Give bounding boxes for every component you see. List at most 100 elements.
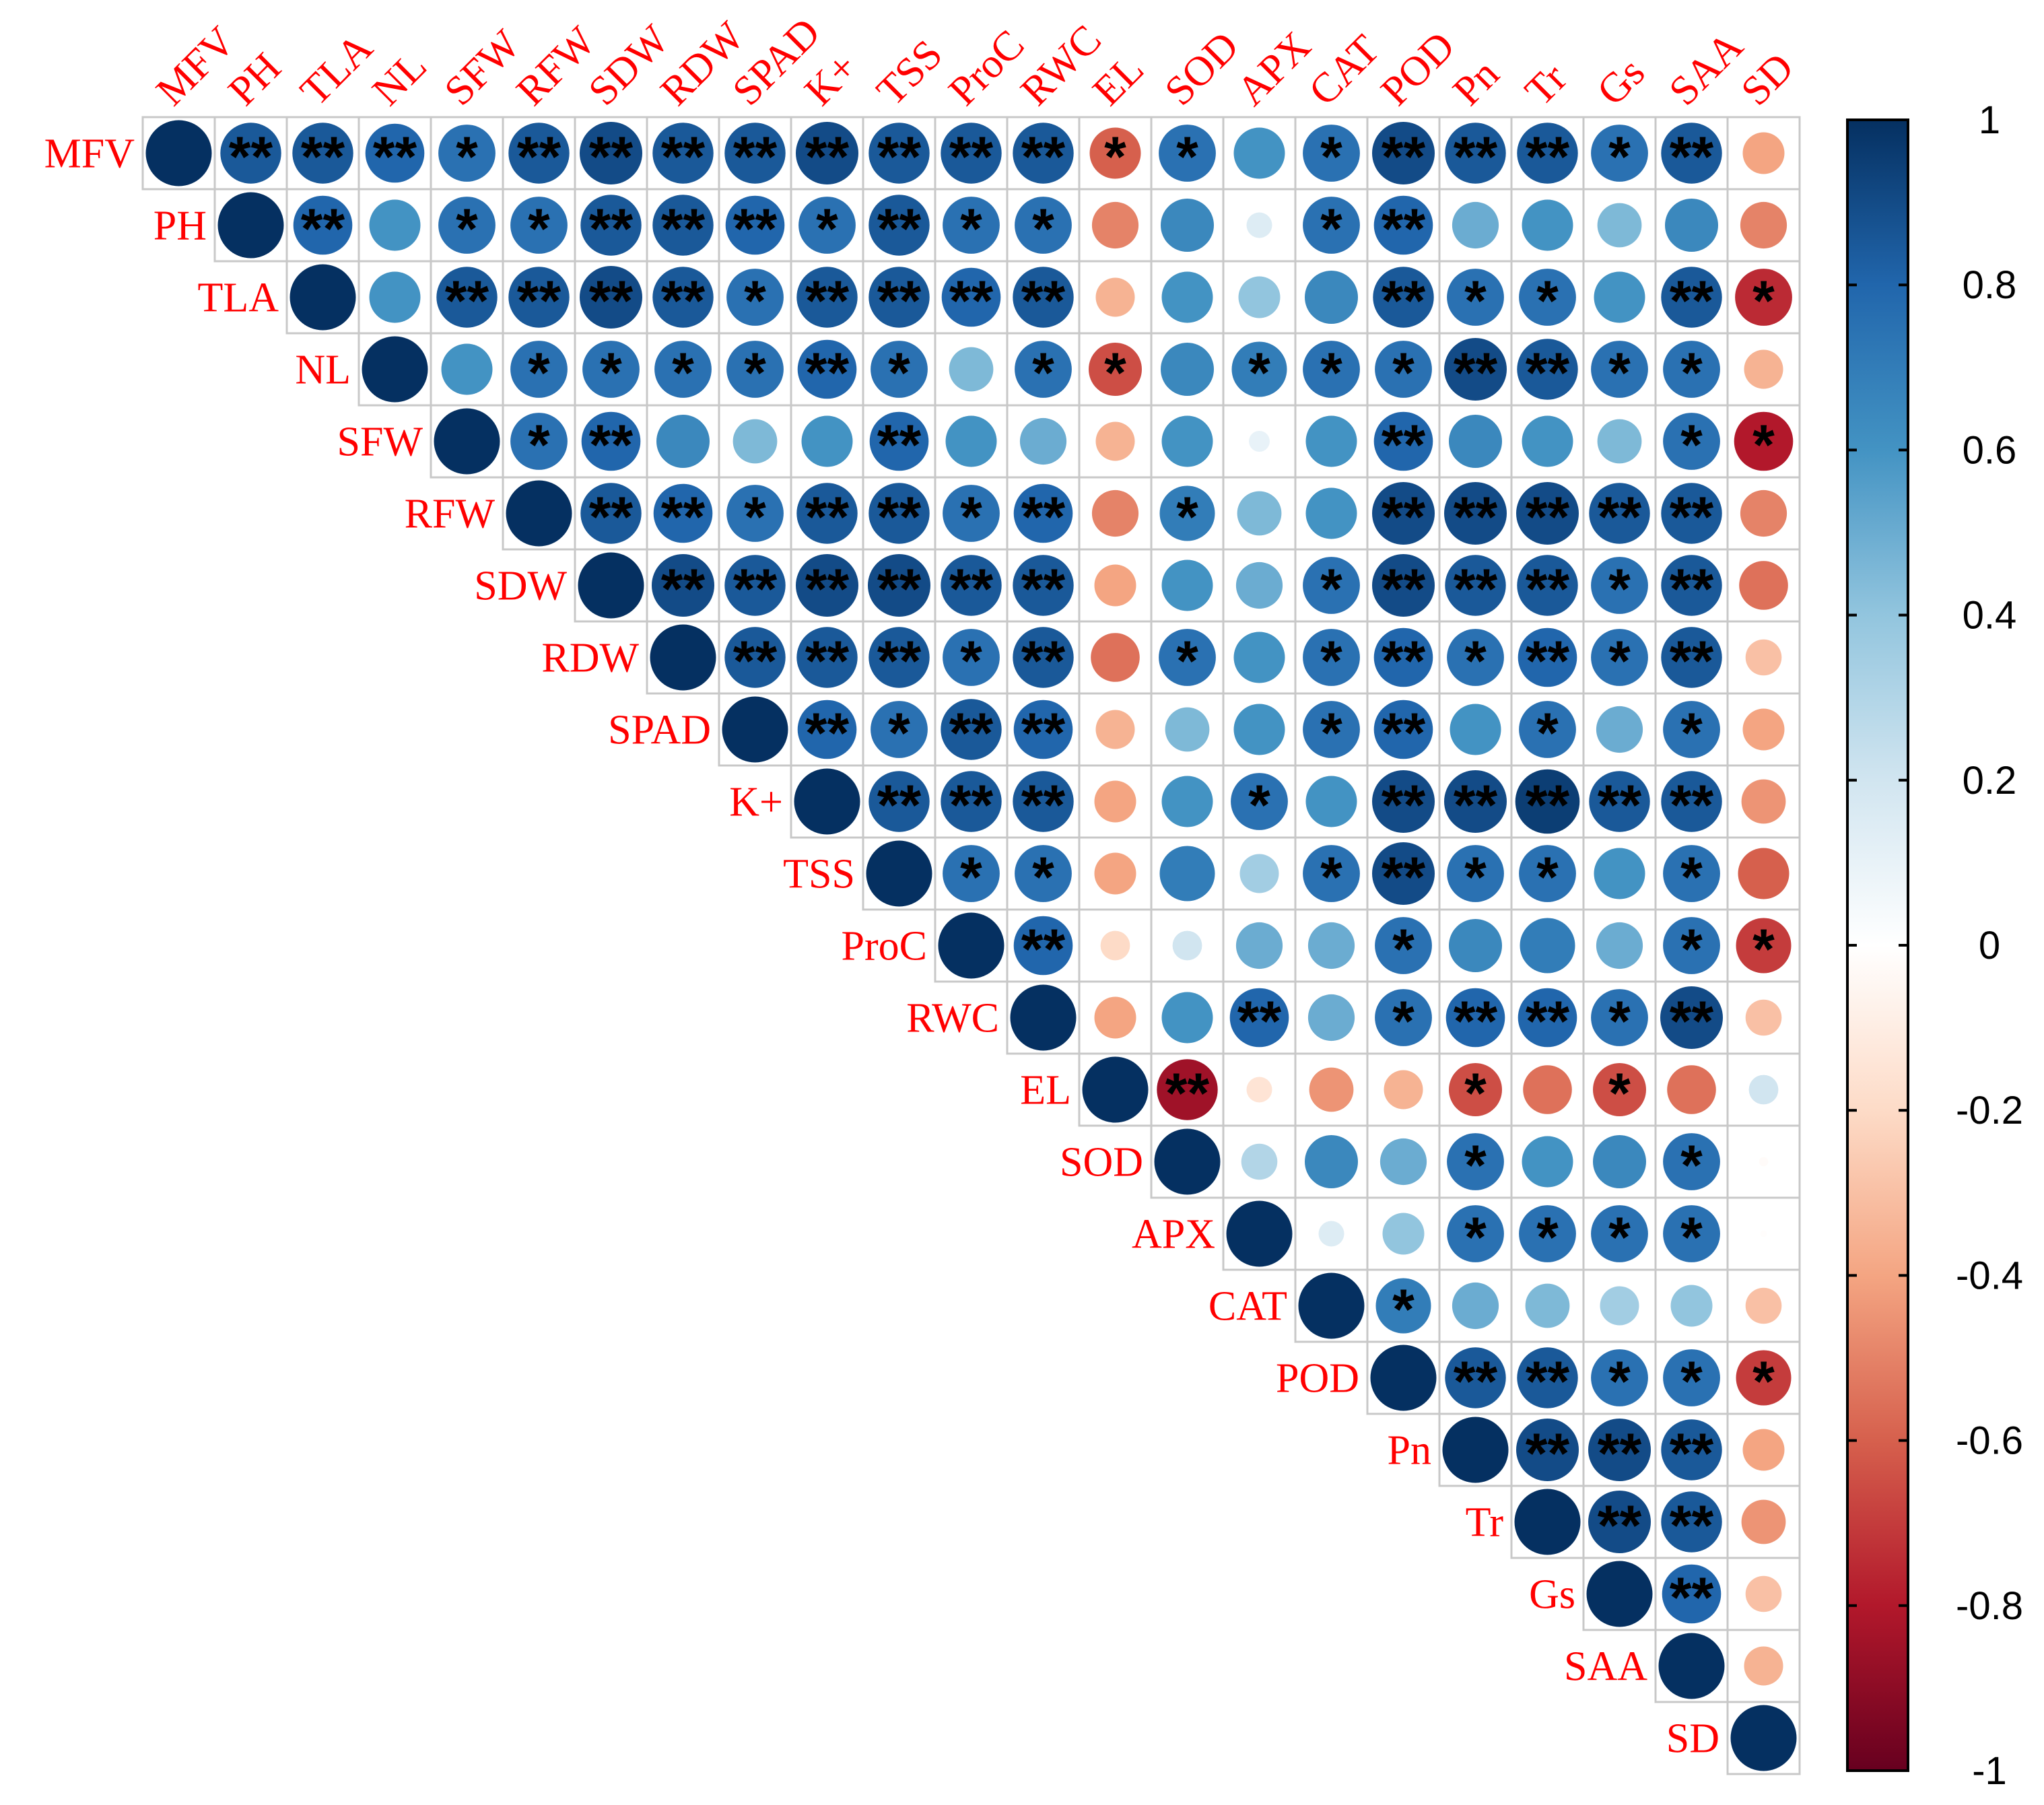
corr-circle-TLA-Gs bbox=[1594, 271, 1645, 323]
corr-circle-SDW-Pn bbox=[1445, 555, 1506, 616]
significance-mark: ** bbox=[373, 125, 417, 189]
corr-circle-TSS-EL bbox=[1094, 852, 1136, 895]
corr-circle-PH-CAT bbox=[1303, 197, 1360, 254]
corr-circle-MFV-SD bbox=[1742, 132, 1785, 174]
significance-mark: ** bbox=[1670, 485, 1714, 549]
colorbar-tick-label: -0.4 bbox=[1956, 1254, 2023, 1297]
significance-mark: * bbox=[960, 197, 982, 261]
corr-circle-K+-POD bbox=[1372, 770, 1435, 833]
corr-circle-NL-SDW bbox=[582, 341, 640, 398]
corr-circle-PH-NL bbox=[369, 199, 421, 251]
corr-circle-POD-SAA bbox=[1663, 1349, 1720, 1406]
column-label-SOD: SOD bbox=[1156, 23, 1248, 114]
colorbar: 1 0.8 0.6 0.4 0.2 0 -0.2 -0.4 -0.6 -0.8 -1 bbox=[1846, 98, 2023, 1793]
corr-circle-SPAD-SAA bbox=[1663, 701, 1720, 758]
corr-circle-RWC-APX bbox=[1229, 988, 1289, 1048]
corr-circle-SFW-SOD bbox=[1161, 415, 1213, 467]
colorbar-tick-label: 0.6 bbox=[1963, 428, 2017, 472]
colorbar-tick-label: -0.2 bbox=[1956, 1089, 2023, 1132]
corr-circle-MFV-ProC bbox=[941, 123, 1002, 184]
corr-circle-PH-SD bbox=[1740, 201, 1787, 249]
corr-circle-K+-Tr bbox=[1515, 769, 1580, 834]
significance-mark: * bbox=[1464, 1134, 1487, 1197]
corr-circle-TLA-RFW bbox=[508, 267, 570, 328]
corr-circle-RWC-EL bbox=[1094, 996, 1136, 1039]
significance-mark: * bbox=[1752, 413, 1775, 477]
significance-mark: ** bbox=[1382, 125, 1426, 189]
corr-circle-SDW-TSS bbox=[868, 554, 930, 617]
corr-circle-EL-Gs bbox=[1593, 1063, 1646, 1116]
corr-circle-NL-POD bbox=[1375, 341, 1432, 398]
row-label-SOD: SOD bbox=[1060, 1140, 1143, 1186]
corr-circle-SD-SD bbox=[1730, 1705, 1797, 1771]
significance-mark: * bbox=[1608, 125, 1631, 189]
significance-mark: ** bbox=[1021, 125, 1066, 189]
corr-circle-SPAD-SD bbox=[1742, 708, 1785, 751]
significance-mark: ** bbox=[661, 125, 706, 189]
significance-mark: ** bbox=[1598, 774, 1642, 837]
corr-circle-MFV-RDW bbox=[652, 123, 714, 184]
corr-circle-ProC-POD bbox=[1375, 917, 1432, 974]
column-label-ProC: ProC bbox=[940, 22, 1033, 114]
corr-circle-NL-APX bbox=[1231, 341, 1287, 397]
row-label-RWC: RWC bbox=[906, 996, 999, 1042]
significance-mark: ** bbox=[301, 197, 345, 261]
significance-mark: * bbox=[1320, 702, 1342, 765]
significance-mark: ** bbox=[733, 197, 778, 261]
significance-mark: * bbox=[1320, 846, 1342, 909]
significance-mark: * bbox=[1392, 341, 1415, 405]
corr-circle-PH-TSS bbox=[868, 195, 930, 256]
corr-circle-RDW-APX bbox=[1233, 632, 1285, 683]
column-label-MFV: MFV bbox=[147, 18, 244, 114]
significance-mark: ** bbox=[1526, 485, 1570, 549]
significance-mark: ** bbox=[1670, 629, 1714, 693]
corr-circle-K+-TSS bbox=[868, 771, 930, 832]
significance-mark: ** bbox=[1670, 125, 1714, 189]
significance-mark: ** bbox=[1526, 1422, 1570, 1485]
corr-circle-EL-POD bbox=[1384, 1070, 1423, 1110]
significance-mark: ** bbox=[589, 413, 634, 477]
significance-mark: ** bbox=[517, 125, 561, 189]
significance-mark: * bbox=[1608, 341, 1631, 405]
corr-circle-MFV-TSS bbox=[868, 123, 930, 184]
corr-circle-SOD-SD bbox=[1759, 1157, 1769, 1167]
corr-circle-PH-SOD bbox=[1161, 199, 1214, 252]
row-label-CAT: CAT bbox=[1208, 1284, 1287, 1330]
corr-circle-TSS-SD bbox=[1738, 848, 1790, 899]
corr-circle-NL-CAT bbox=[1303, 341, 1360, 398]
corr-circle-EL-EL bbox=[1082, 1056, 1149, 1123]
significance-mark: ** bbox=[1670, 1422, 1714, 1485]
significance-mark: * bbox=[1320, 629, 1342, 693]
corr-circle-MFV-POD bbox=[1372, 122, 1435, 184]
corr-circle-RFW-Tr bbox=[1516, 482, 1579, 545]
significance-mark: ** bbox=[661, 197, 706, 261]
significance-mark: ** bbox=[805, 125, 850, 189]
corr-circle-TLA-EL bbox=[1095, 277, 1135, 317]
column-label-Gs: Gs bbox=[1588, 49, 1654, 114]
corr-circle-TLA-RWC bbox=[1013, 267, 1074, 328]
significance-mark: ** bbox=[877, 125, 922, 189]
significance-mark: ** bbox=[949, 269, 994, 333]
corr-circle-TLA-SFW bbox=[436, 267, 498, 328]
corr-circle-TSS-Gs bbox=[1594, 848, 1645, 899]
corr-circle-RFW-Pn bbox=[1444, 482, 1507, 545]
corr-circle-NL-Pn bbox=[1444, 338, 1507, 401]
significance-mark: * bbox=[1248, 341, 1270, 405]
corr-circle-RFW-EL bbox=[1091, 489, 1139, 537]
significance-mark: ** bbox=[805, 485, 850, 549]
corr-circle-Gs-SD bbox=[1745, 1575, 1782, 1612]
significance-mark: ** bbox=[1526, 557, 1570, 621]
corr-circle-MFV-SDW bbox=[580, 122, 642, 184]
corr-circle-RDW-CAT bbox=[1303, 629, 1360, 686]
significance-mark: * bbox=[1608, 1350, 1631, 1413]
corr-circle-CAT-SD bbox=[1745, 1287, 1782, 1324]
row-label-SPAD: SPAD bbox=[608, 708, 711, 753]
colorbar-tick-label: 0 bbox=[1979, 924, 2000, 967]
significance-mark: ** bbox=[1021, 557, 1066, 621]
corr-circle-SPAD-Pn bbox=[1450, 704, 1501, 755]
corr-circle-K+-Gs bbox=[1589, 771, 1650, 832]
corr-circle-NL-Tr bbox=[1517, 339, 1578, 400]
row-label-PH: PH bbox=[154, 203, 207, 249]
significance-mark: * bbox=[456, 197, 478, 261]
column-label-Tr: Tr bbox=[1516, 55, 1575, 114]
